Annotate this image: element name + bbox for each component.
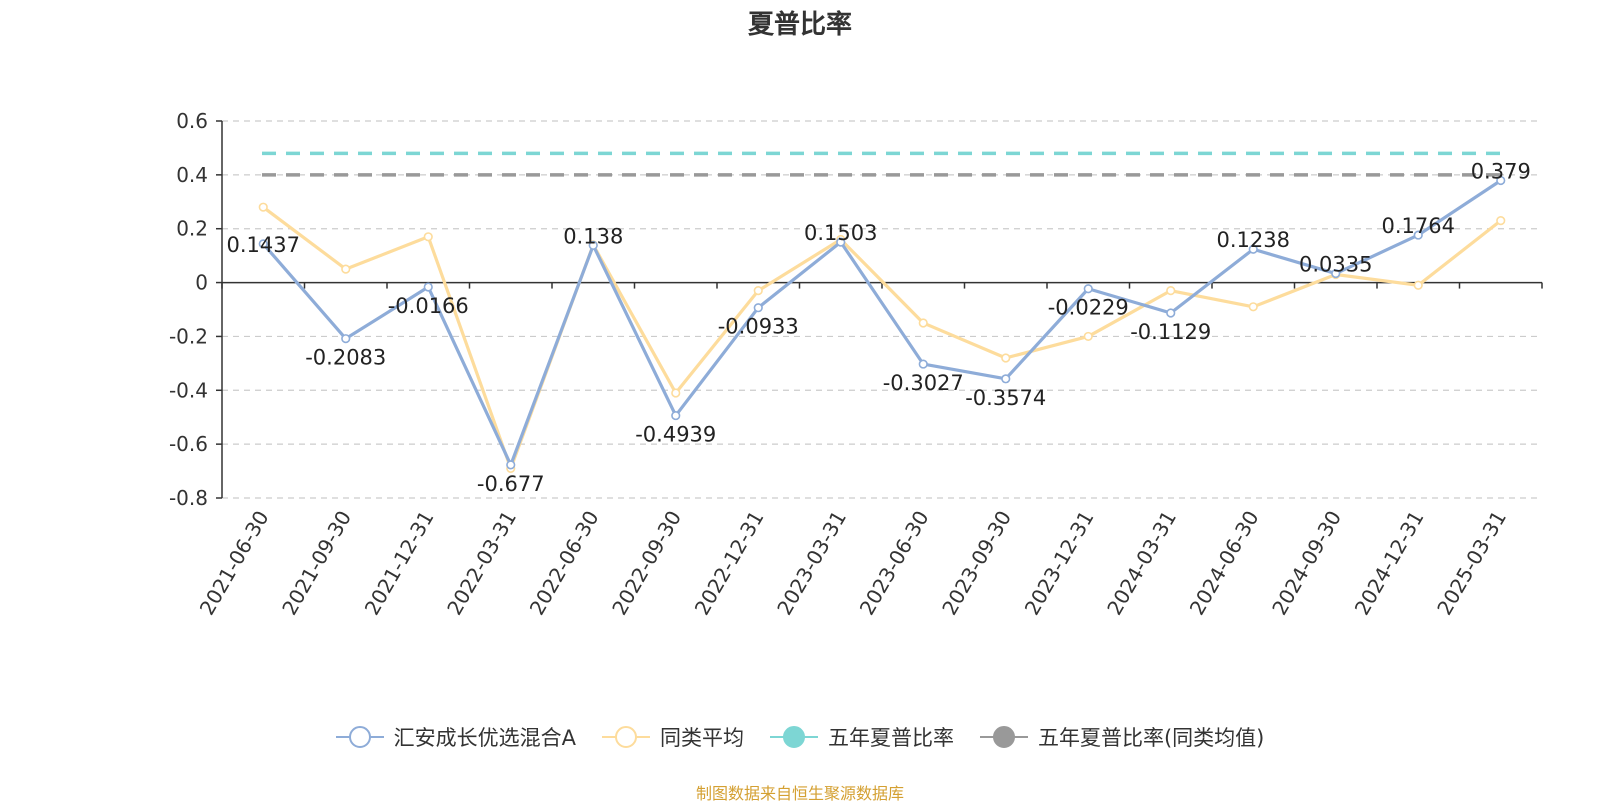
x-tick-label: 2021-06-30 xyxy=(195,507,274,620)
x-tick-label: 2022-09-30 xyxy=(607,507,686,620)
data-point xyxy=(341,334,351,344)
data-point xyxy=(1001,374,1011,384)
legend-label-five-year-sharpe: 五年夏普比率 xyxy=(827,726,954,750)
legend-dot-icon xyxy=(979,725,1028,749)
data-point xyxy=(1496,216,1506,226)
x-tick-label: 2023-12-31 xyxy=(1020,507,1099,620)
data-point xyxy=(671,410,681,421)
legend-label-peer-average: 同类平均 xyxy=(659,726,744,750)
legend-circle-icon xyxy=(335,725,384,749)
legend-label-fund: 汇安成长优选混合A xyxy=(393,726,576,750)
x-tick-label: 2023-06-30 xyxy=(855,507,934,620)
x-tick-label: 2021-12-31 xyxy=(360,507,439,620)
y-tick-label: -0.8 xyxy=(169,486,208,510)
legend-label-five-year-sharpe-peer: 五年夏普比率(同类均值) xyxy=(1037,726,1265,750)
data-point xyxy=(1331,268,1341,279)
y-tick-label: -0.2 xyxy=(169,324,208,348)
x-tick-label: 2022-03-31 xyxy=(442,507,521,620)
data-point xyxy=(258,202,268,212)
data-labels: 0.1437 -0.2083 -0.0166 -0.677 0.138 -0.4939 -0… xyxy=(227,160,1531,496)
y-tick-label: 0 xyxy=(195,271,208,295)
data-label: -0.3574 xyxy=(965,386,1046,410)
data-label: -0.1129 xyxy=(1130,320,1211,344)
y-tick-label: -0.4 xyxy=(169,378,208,402)
y-tick-label: 0.6 xyxy=(176,109,208,133)
data-point xyxy=(1496,175,1506,186)
data-label: 0.138 xyxy=(563,224,623,248)
x-tick-label: 2024-12-31 xyxy=(1350,507,1429,620)
data-point xyxy=(1413,230,1423,240)
data-point xyxy=(1413,280,1423,290)
x-tick-label: 2024-06-30 xyxy=(1185,507,1264,620)
legend-dot-icon xyxy=(769,725,818,749)
x-tick-label: 2023-09-30 xyxy=(937,507,1016,620)
data-label: 0.1503 xyxy=(804,221,877,245)
data-point xyxy=(1248,302,1258,312)
data-label: 0.0335 xyxy=(1299,253,1372,277)
data-label: -0.0933 xyxy=(718,315,799,339)
data-label: 0.1437 xyxy=(227,233,300,257)
legend-item-five-year-sharpe-peer[interactable]: 五年夏普比率(同类均值) xyxy=(979,722,1265,752)
legend-item-peer-average[interactable]: 同类平均 xyxy=(601,722,744,752)
data-point xyxy=(423,282,433,292)
y-tick-label: 0.2 xyxy=(176,217,208,241)
data-label: 0.1238 xyxy=(1217,228,1290,252)
data-point xyxy=(836,237,846,247)
data-label: -0.677 xyxy=(477,472,545,496)
data-point xyxy=(1083,331,1093,342)
data-point xyxy=(1166,308,1176,318)
data-point xyxy=(1166,286,1176,296)
data-label: -0.0229 xyxy=(1048,296,1129,320)
source-note: 制图数据来自恒生聚源数据库 xyxy=(695,784,904,803)
x-tick-label: 2024-03-31 xyxy=(1102,507,1181,620)
data-label: 0.1764 xyxy=(1382,214,1455,238)
chart-title: 夏普比率 xyxy=(747,10,852,40)
x-tick-label: 2025-03-31 xyxy=(1432,507,1511,620)
data-point xyxy=(753,286,763,296)
data-label: -0.3027 xyxy=(883,371,964,395)
data-label: -0.4939 xyxy=(635,423,716,447)
x-tick-label: 2022-06-30 xyxy=(525,507,604,620)
series-line xyxy=(262,205,1502,470)
data-point xyxy=(1083,284,1093,294)
data-label: -0.0166 xyxy=(388,294,469,318)
reference-lines xyxy=(262,151,1502,177)
data-label: 0.379 xyxy=(1471,160,1531,184)
legend-item-five-year-sharpe[interactable]: 五年夏普比率 xyxy=(769,722,954,752)
data-point xyxy=(258,239,268,249)
data-point xyxy=(671,388,681,398)
data-point xyxy=(588,240,598,251)
legend: 汇安成长优选混合A 同类平均 五年夏普比率 五年夏普比率(同类均值) xyxy=(0,722,1600,752)
data-label: -0.2083 xyxy=(305,346,386,370)
legend-circle-icon xyxy=(601,725,650,749)
data-point xyxy=(506,460,516,470)
y-tick-label: -0.6 xyxy=(169,432,208,456)
data-point xyxy=(918,318,928,328)
legend-item-fund[interactable]: 汇安成长优选混合A xyxy=(335,722,576,752)
x-tick-label: 2023-03-31 xyxy=(772,507,851,620)
x-tick-label: 2022-12-31 xyxy=(690,507,769,620)
x-tick-label: 2021-09-30 xyxy=(277,507,356,620)
series-layer xyxy=(258,175,1506,473)
x-tick-label: 2024-09-30 xyxy=(1267,507,1346,620)
data-point xyxy=(341,264,351,274)
data-point xyxy=(918,359,928,369)
data-point xyxy=(1248,244,1258,254)
series-line xyxy=(262,179,1502,467)
y-tick-label: 0.4 xyxy=(176,163,208,187)
data-point xyxy=(753,303,763,313)
data-point xyxy=(1001,353,1011,363)
data-point xyxy=(423,232,433,242)
